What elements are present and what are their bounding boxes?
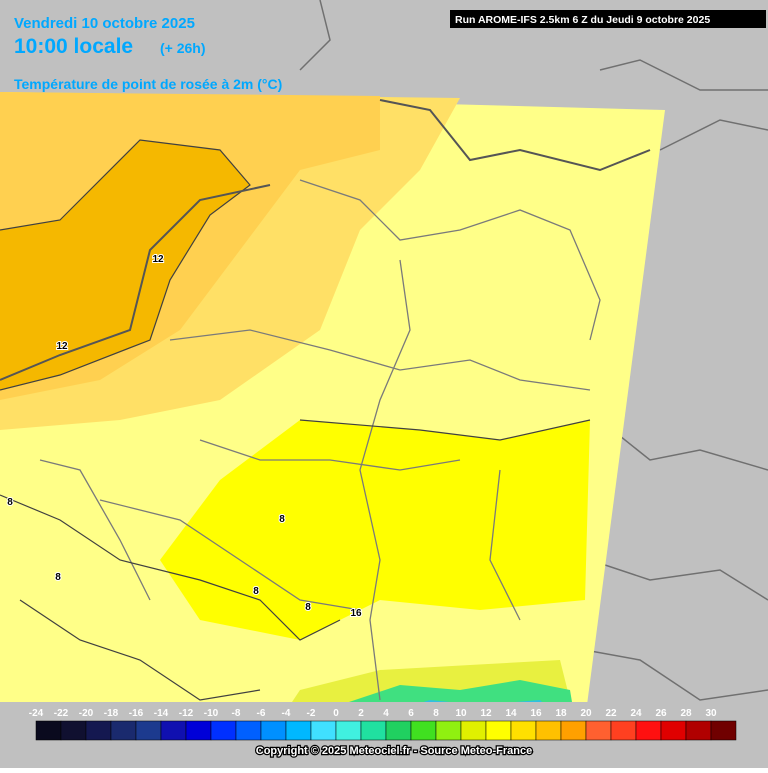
contour-label: 8	[305, 602, 311, 613]
legend-label: 0	[333, 708, 339, 719]
legend-swatch	[510, 720, 537, 741]
legend-swatch	[135, 720, 162, 741]
run-info: Run AROME-IFS 2.5km 6 Z du Jeudi 9 octob…	[455, 14, 710, 26]
zone-dark-orange	[0, 140, 250, 390]
legend-swatch	[485, 720, 512, 741]
legend-swatch	[160, 720, 187, 741]
legend-label: 18	[555, 708, 567, 719]
legend-label: 24	[630, 708, 642, 719]
lead: (+ 26h)	[160, 40, 206, 56]
legend-label: -20	[79, 708, 94, 719]
legend-label: -16	[129, 708, 144, 719]
legend-label: -18	[104, 708, 119, 719]
legend-label: -6	[257, 708, 266, 719]
legend-label: -12	[179, 708, 194, 719]
legend-label: 28	[680, 708, 692, 719]
legend-swatch	[310, 720, 337, 741]
contour-label: 12	[56, 341, 68, 352]
legend-swatch	[610, 720, 637, 741]
contour-label: 8	[253, 586, 259, 597]
legend-swatch	[35, 720, 62, 741]
legend-swatch	[60, 720, 87, 741]
legend-label: 26	[655, 708, 667, 719]
legend-swatch	[685, 720, 712, 741]
legend-label: -2	[307, 708, 316, 719]
contour-label: 8	[7, 497, 13, 508]
legend-swatch	[185, 720, 212, 741]
zone-yellow	[160, 420, 590, 640]
date: Vendredi 10 octobre 2025	[14, 15, 195, 32]
time: 10:00 locale	[14, 35, 133, 58]
legend-label: 6	[408, 708, 414, 719]
legend-swatch	[460, 720, 487, 741]
contour-label: 8	[55, 572, 61, 583]
legend-label: -4	[282, 708, 291, 719]
legend: -24 -22 -20 -18 -16 -14 -12 -10 -8 -6 -4 -2 0 2 4 6 8 10 1…	[29, 708, 737, 741]
legend-label: 22	[605, 708, 617, 719]
legend-swatch	[710, 720, 737, 741]
legend-swatch	[385, 720, 412, 741]
borders	[39, 179, 601, 701]
legend-swatch	[635, 720, 662, 741]
legend-swatch	[660, 720, 687, 741]
legend-label: 20	[580, 708, 592, 719]
legend-label: -8	[232, 708, 241, 719]
legend-swatch	[335, 720, 362, 741]
legend-label: 8	[433, 708, 439, 719]
contours	[0, 139, 591, 701]
run-box	[450, 10, 766, 28]
legend-swatch	[410, 720, 437, 741]
legend-swatch	[285, 720, 312, 741]
legend-label: -10	[204, 708, 219, 719]
legend-swatch	[360, 720, 387, 741]
legend-label: 4	[383, 708, 389, 719]
legend-label: 16	[530, 708, 542, 719]
legend-label: -22	[54, 708, 69, 719]
legend-swatch	[85, 720, 112, 741]
contour-label: 8	[279, 514, 285, 525]
contour-label: 12	[152, 254, 164, 265]
legend-swatch	[560, 720, 587, 741]
coastline	[0, 99, 651, 381]
legend-label: -24	[29, 708, 44, 719]
legend-label: 14	[505, 708, 517, 719]
field: Température de point de rosée à 2m (°C)	[14, 76, 282, 92]
legend-label: 30	[705, 708, 717, 719]
outside-borders	[299, 0, 768, 701]
legend-label: 12	[480, 708, 492, 719]
legend-swatch	[210, 720, 237, 741]
legend-swatch	[535, 720, 562, 741]
legend-label: 10	[455, 708, 467, 719]
contour-labels: 12 12 8 8 8 8 16 8	[6, 253, 363, 620]
legend-label: -14	[154, 708, 169, 719]
legend-swatch	[235, 720, 262, 741]
legend-swatch	[260, 720, 287, 741]
copyright: Copyright © 2025 Meteociel.fr - Source M…	[256, 745, 532, 757]
contour-label: 16	[350, 608, 362, 619]
legend-swatch	[435, 720, 462, 741]
legend-label: 2	[358, 708, 364, 719]
legend-swatch	[585, 720, 612, 741]
legend-swatch	[110, 720, 137, 741]
